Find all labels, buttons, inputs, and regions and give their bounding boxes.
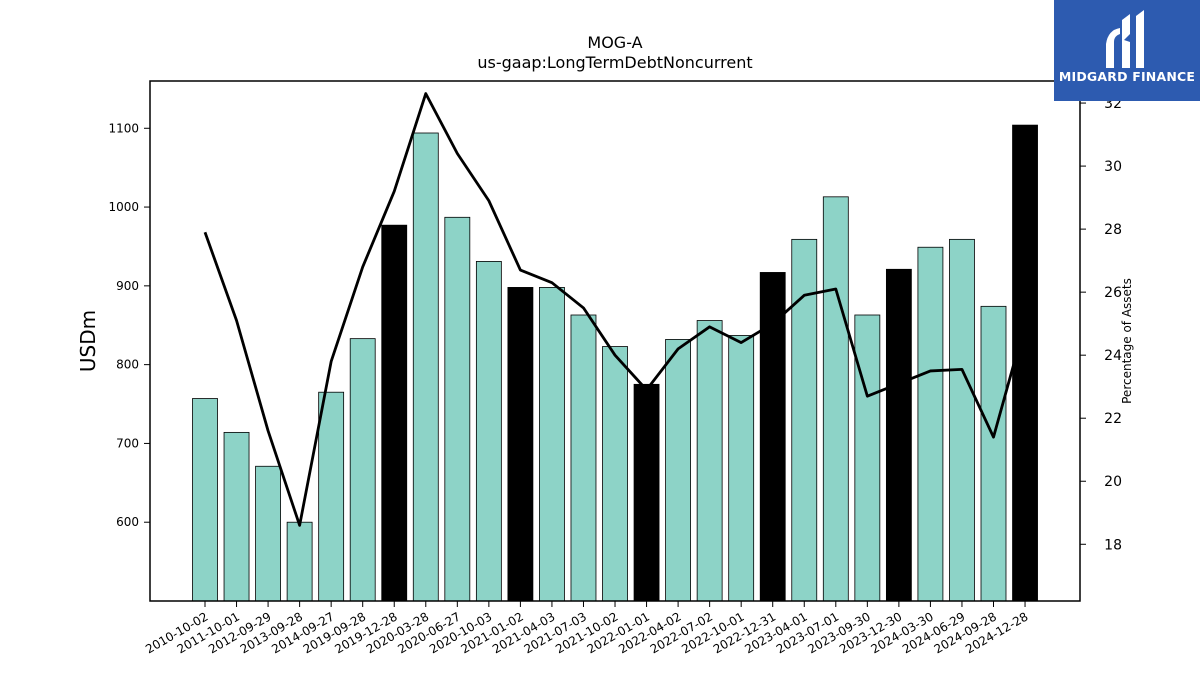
bar-2024-06-29 xyxy=(949,238,975,602)
bar-2021-04-03 xyxy=(539,287,565,602)
x-axis: 2010-10-022011-10-012012-09-292013-09-28… xyxy=(143,601,1031,656)
logo-mark-icon xyxy=(1106,10,1144,68)
bar-2022-07-02 xyxy=(696,320,723,602)
right-tick-label: 24 xyxy=(1104,348,1122,364)
chart-title: MOG-A xyxy=(587,33,642,52)
left-axis-label: USDm xyxy=(76,310,100,372)
left-tick-label: 600 xyxy=(116,515,139,529)
left-tick-label: 700 xyxy=(116,436,139,450)
bar-2023-07-01 xyxy=(822,196,849,602)
right-tick-label: 20 xyxy=(1104,474,1122,490)
line-series xyxy=(203,92,1027,527)
left-tick-label: 800 xyxy=(116,358,139,372)
bar-2010-10-02 xyxy=(192,398,218,602)
left-y-axis: 600 700 800 900 1000 1100 xyxy=(108,121,150,529)
right-tick-label: 18 xyxy=(1104,537,1122,553)
left-tick-label: 900 xyxy=(116,279,139,293)
bar-2020-06-27 xyxy=(444,216,471,602)
bar-2023-09-30 xyxy=(854,314,881,602)
bar-2022-12-31 xyxy=(759,272,786,602)
logo-text: MIDGARD FINANCE xyxy=(1058,69,1196,84)
bar-2012-09-29 xyxy=(255,465,281,602)
bar-2014-09-27 xyxy=(318,391,345,602)
bar-2022-10-01 xyxy=(728,335,755,602)
bar-2013-09-28 xyxy=(286,521,313,602)
bar-2020-03-28 xyxy=(412,132,439,602)
bar-2011-10-01 xyxy=(223,431,250,602)
right-tick-label: 30 xyxy=(1104,159,1122,175)
right-tick-label: 28 xyxy=(1104,222,1122,238)
right-tick-label: 26 xyxy=(1104,285,1122,301)
bar-2023-12-30 xyxy=(885,268,912,602)
bar-2024-12-28 xyxy=(1012,124,1038,602)
bar-2020-10-03 xyxy=(475,261,502,602)
bar-2021-07-03 xyxy=(570,314,597,602)
bar-2019-09-28 xyxy=(349,338,376,602)
right-axis-label: Percentage of Assets xyxy=(1120,278,1134,404)
bar-series xyxy=(192,124,1038,602)
chart-subtitle: us-gaap:LongTermDebtNoncurrent xyxy=(477,53,752,72)
bar-2019-12-28 xyxy=(381,224,408,602)
left-tick-label: 1000 xyxy=(108,200,139,214)
right-tick-label: 22 xyxy=(1104,411,1122,427)
bar-2022-04-02 xyxy=(665,339,691,602)
bar-2021-01-02 xyxy=(507,287,534,602)
bar-2021-10-02 xyxy=(602,346,628,602)
bar-2023-04-01 xyxy=(791,238,818,602)
bar-2024-03-30 xyxy=(917,246,944,602)
percentage-line xyxy=(203,92,1027,527)
midgard-finance-logo: MIDGARD FINANCE xyxy=(1054,0,1200,101)
bar-2024-09-28 xyxy=(980,305,1007,602)
bar-2022-01-01 xyxy=(633,383,660,602)
left-tick-label: 1100 xyxy=(108,121,139,135)
